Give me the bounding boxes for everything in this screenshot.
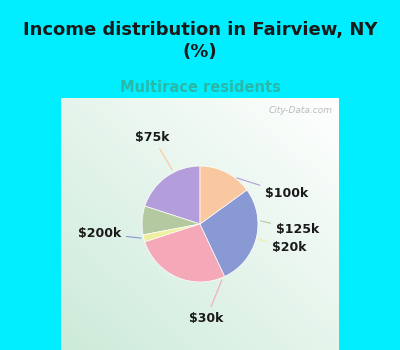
Text: City-Data.com: City-Data.com xyxy=(269,106,333,114)
Wedge shape xyxy=(145,166,200,224)
Wedge shape xyxy=(143,224,200,242)
Text: Multirace residents: Multirace residents xyxy=(120,79,280,94)
Wedge shape xyxy=(200,190,258,276)
Text: Income distribution in Fairview, NY
(%): Income distribution in Fairview, NY (%) xyxy=(23,21,377,61)
Wedge shape xyxy=(200,166,247,224)
Text: $75k: $75k xyxy=(136,131,172,170)
Text: $200k: $200k xyxy=(78,227,141,240)
Text: $100k: $100k xyxy=(237,178,308,200)
Wedge shape xyxy=(142,206,200,235)
Text: $125k: $125k xyxy=(260,221,319,236)
Text: $20k: $20k xyxy=(259,239,307,254)
Text: $30k: $30k xyxy=(189,280,224,325)
Wedge shape xyxy=(145,224,225,282)
